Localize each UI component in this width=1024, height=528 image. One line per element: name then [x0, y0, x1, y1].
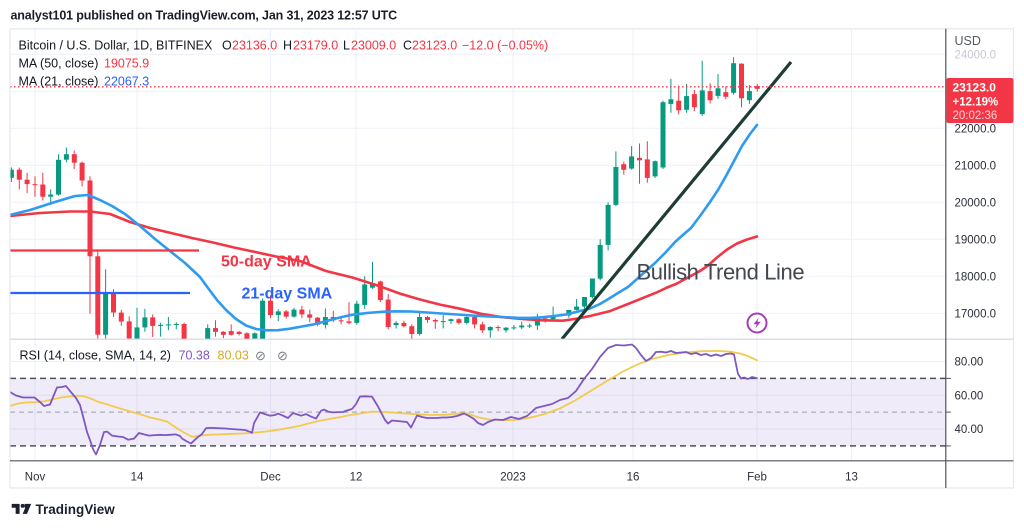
svg-text:19075.9: 19075.9: [104, 57, 149, 71]
svg-text:13: 13: [845, 472, 858, 484]
svg-text:23123.0: 23123.0: [412, 39, 457, 53]
svg-text:17000.0: 17000.0: [955, 309, 997, 321]
svg-text:Dec: Dec: [260, 472, 281, 484]
svg-text:23136.0: 23136.0: [232, 39, 277, 53]
svg-text:O: O: [222, 39, 232, 53]
svg-text:TradingView: TradingView: [36, 502, 116, 517]
svg-text:+12.19%: +12.19%: [953, 97, 999, 109]
svg-text:L: L: [343, 39, 350, 53]
svg-text:16: 16: [627, 472, 640, 484]
svg-text:analyst101 published on Tradin: analyst101 published on TradingView.com,…: [11, 9, 398, 23]
svg-text:USD: USD: [955, 34, 981, 48]
svg-text:H: H: [283, 39, 292, 53]
svg-text:23179.0: 23179.0: [293, 39, 338, 53]
svg-text:40.00: 40.00: [955, 424, 984, 436]
svg-text:2023: 2023: [500, 472, 526, 484]
svg-text:Nov: Nov: [25, 472, 46, 484]
svg-text:Feb: Feb: [747, 472, 767, 484]
svg-text:70.38: 70.38: [179, 349, 210, 363]
svg-text:80.00: 80.00: [955, 357, 984, 369]
svg-text:14: 14: [131, 472, 144, 484]
svg-text:MA (50, close): MA (50, close): [19, 57, 99, 71]
svg-text:21-day SMA: 21-day SMA: [242, 286, 333, 303]
svg-text:12: 12: [350, 472, 363, 484]
svg-text:20000.0: 20000.0: [955, 198, 997, 210]
svg-text:80.03: 80.03: [218, 349, 249, 363]
svg-text:23009.0: 23009.0: [351, 39, 396, 53]
svg-text:C: C: [403, 39, 412, 53]
svg-text:RSI (14, close, SMA, 14, 2): RSI (14, close, SMA, 14, 2): [20, 349, 171, 363]
svg-text:MA (21, close): MA (21, close): [19, 75, 99, 89]
svg-text:⊘: ⊘: [277, 348, 288, 363]
svg-text:24000.0: 24000.0: [955, 49, 997, 61]
svg-text:−12.0 (−0.05%): −12.0 (−0.05%): [462, 39, 548, 53]
svg-text:Bitcoin / U.S. Dollar, 1D, BIT: Bitcoin / U.S. Dollar, 1D, BITFINEX: [19, 39, 213, 53]
svg-text:60.00: 60.00: [955, 390, 984, 402]
svg-text:23123.0: 23123.0: [953, 81, 997, 95]
svg-text:19000.0: 19000.0: [955, 235, 997, 247]
svg-text:18000.0: 18000.0: [955, 272, 997, 284]
svg-text:22000.0: 22000.0: [955, 124, 997, 136]
svg-text:Bullish Trend Line: Bullish Trend Line: [637, 260, 805, 285]
svg-text:50-day SMA: 50-day SMA: [221, 254, 312, 271]
svg-text:21000.0: 21000.0: [955, 161, 997, 173]
svg-text:22067.3: 22067.3: [104, 75, 149, 89]
svg-text:⊘: ⊘: [255, 348, 266, 363]
svg-text:20:02:36: 20:02:36: [953, 110, 998, 122]
